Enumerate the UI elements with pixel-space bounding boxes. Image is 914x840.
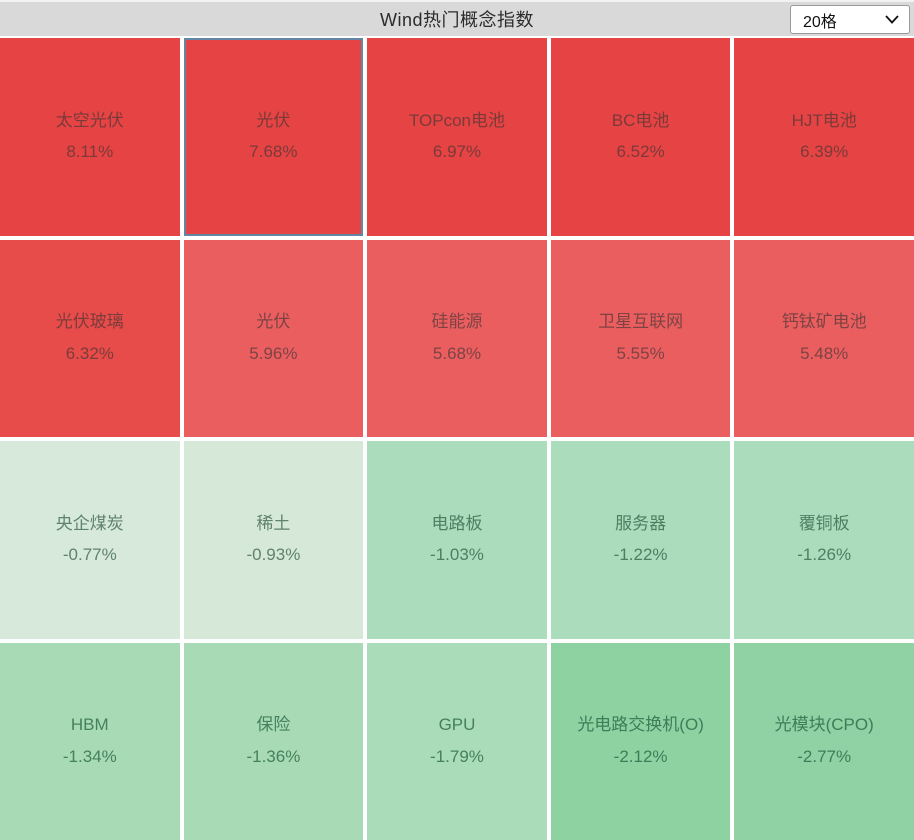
grid-cell-11[interactable]: 稀土 -0.93% bbox=[183, 441, 364, 639]
concept-change: -0.93% bbox=[246, 545, 301, 565]
concept-change: -1.34% bbox=[62, 746, 117, 766]
concept-name: TOPcon电池 bbox=[408, 110, 506, 130]
concept-change: -2.77% bbox=[797, 746, 852, 766]
concept-change: -1.36% bbox=[246, 746, 301, 766]
concept-change: -1.22% bbox=[613, 545, 668, 565]
grid-cell-17[interactable]: GPU -1.79% bbox=[367, 642, 547, 840]
grid-cell-5[interactable]: 光伏玻璃 6.32% bbox=[0, 239, 180, 437]
concept-change: -2.12% bbox=[613, 746, 668, 766]
concept-change: -1.26% bbox=[797, 545, 852, 565]
grid-cell-15[interactable]: HBM -1.34% bbox=[0, 642, 180, 840]
grid-cell-13[interactable]: 服务器 -1.22% bbox=[550, 441, 731, 639]
grid-cell-10[interactable]: 央企煤炭 -0.77% bbox=[0, 441, 180, 639]
concept-change: 7.68% bbox=[249, 142, 298, 162]
grid-cell-1[interactable]: 光伏 7.68% bbox=[183, 38, 364, 236]
concept-name: HJT电池 bbox=[791, 110, 857, 130]
grid-cell-0[interactable]: 太空光伏 8.11% bbox=[0, 38, 180, 236]
concept-name: 卫星互联网 bbox=[598, 312, 684, 332]
concept-name: 电路板 bbox=[431, 513, 483, 533]
concept-name: 覆铜板 bbox=[798, 513, 850, 533]
grid-size-select[interactable]: 20格 bbox=[790, 5, 910, 34]
concept-name: 钙钛矿电池 bbox=[781, 312, 867, 332]
grid-cell-14[interactable]: 覆铜板 -1.26% bbox=[734, 441, 914, 639]
concept-name: 服务器 bbox=[615, 513, 667, 533]
grid-cell-12[interactable]: 电路板 -1.03% bbox=[367, 441, 547, 639]
grid-cell-7[interactable]: 硅能源 5.68% bbox=[367, 239, 547, 437]
concept-name: GPU bbox=[438, 715, 476, 735]
concept-change: 5.48% bbox=[800, 343, 849, 363]
concept-change: 5.96% bbox=[249, 343, 298, 363]
concept-name: 太空光伏 bbox=[55, 110, 124, 130]
concept-change: 5.68% bbox=[432, 343, 482, 363]
concept-name: HBM bbox=[70, 715, 109, 735]
concept-name: 光伏玻璃 bbox=[55, 312, 124, 332]
grid-cell-19[interactable]: 光模块(CPO) -2.77% bbox=[734, 642, 914, 840]
concept-change: 5.55% bbox=[616, 343, 665, 363]
concept-name: 光电路交换机(O) bbox=[577, 715, 704, 735]
concept-change: -0.77% bbox=[62, 545, 117, 565]
concept-change: -1.03% bbox=[430, 545, 484, 565]
concept-grid: 太空光伏 8.11% 光伏 7.68% TOPcon电池 6.97% BC电池 6.52% HJ… bbox=[0, 36, 914, 840]
grid-cell-3[interactable]: BC电池 6.52% bbox=[550, 38, 731, 236]
grid-cell-4[interactable]: HJT电池 6.39% bbox=[734, 38, 914, 236]
grid-size-value: 20格 bbox=[803, 13, 837, 31]
concept-name: 光伏 bbox=[256, 110, 291, 130]
concept-name: 央企煤炭 bbox=[55, 513, 124, 533]
concept-change: 8.11% bbox=[66, 142, 114, 162]
concept-name: 光伏 bbox=[256, 312, 291, 332]
concept-change: 6.97% bbox=[432, 142, 482, 162]
grid-cell-9[interactable]: 钙钛矿电池 5.48% bbox=[734, 239, 914, 437]
grid-cell-18[interactable]: 光电路交换机(O) -2.12% bbox=[550, 642, 731, 840]
grid-cell-6[interactable]: 光伏 5.96% bbox=[183, 239, 364, 437]
concept-name: 硅能源 bbox=[431, 312, 483, 332]
grid-cell-2[interactable]: TOPcon电池 6.97% bbox=[367, 38, 547, 236]
concept-change: 6.32% bbox=[65, 343, 114, 363]
chevron-down-icon bbox=[885, 15, 899, 24]
page-title: Wind热门概念指数 bbox=[379, 10, 534, 30]
concept-change: 6.52% bbox=[616, 142, 665, 162]
concept-name: 光模块(CPO) bbox=[774, 715, 874, 735]
grid-cell-16[interactable]: 保险 -1.36% bbox=[183, 642, 364, 840]
concept-name: BC电池 bbox=[611, 110, 670, 130]
header-bar: Wind热门概念指数 20格 bbox=[0, 0, 914, 36]
concept-name: 保险 bbox=[256, 715, 291, 735]
concept-change: 6.39% bbox=[800, 142, 849, 162]
grid-cell-8[interactable]: 卫星互联网 5.55% bbox=[550, 239, 731, 437]
concept-change: -1.79% bbox=[430, 746, 484, 766]
concept-name: 稀土 bbox=[256, 513, 291, 533]
